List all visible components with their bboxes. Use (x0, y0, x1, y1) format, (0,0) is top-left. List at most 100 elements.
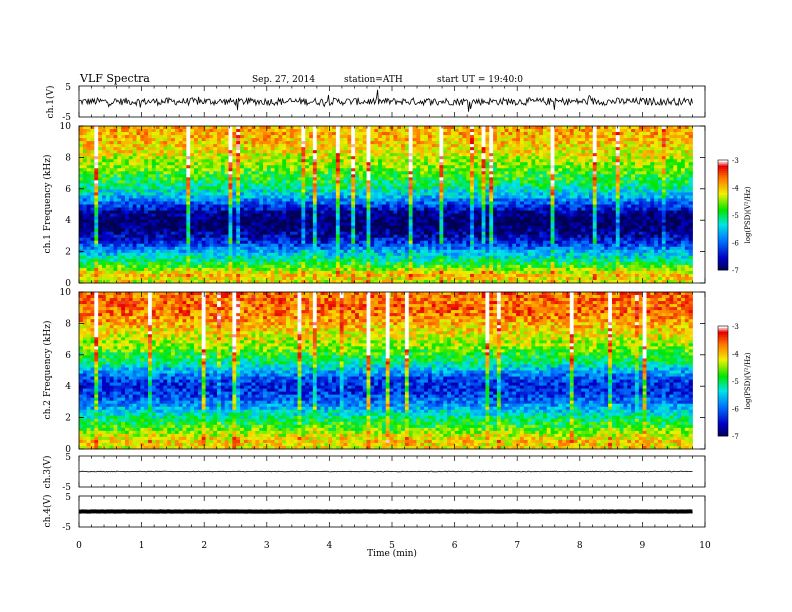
spectrogram-cell (351, 159, 356, 163)
spectrogram-cell (554, 144, 559, 148)
spectrogram-cell (627, 213, 632, 217)
spectrogram-cell (443, 210, 448, 214)
spectrogram-cell (447, 165, 452, 169)
spectrogram-cell (381, 171, 387, 175)
spectrogram-cell (186, 201, 191, 205)
spectrogram-cell (585, 168, 590, 172)
spectrogram-cell (370, 141, 375, 145)
spectrogram-cell (642, 156, 647, 160)
spectrogram-cell (109, 213, 114, 217)
spectrogram-cell (431, 147, 436, 151)
spectrogram-cell (224, 186, 229, 190)
spectrogram-cell (121, 129, 126, 133)
spectrogram-cell (473, 192, 479, 196)
spectrogram-cell (320, 207, 325, 211)
spectrogram-cell (301, 210, 306, 214)
spectrogram-cell (646, 162, 651, 166)
spectrogram-cell (121, 168, 126, 172)
spectrogram-cell (167, 168, 172, 172)
spectrogram-cell (98, 192, 103, 196)
spectrogram-cell (546, 135, 552, 139)
spectrogram-cell (251, 213, 256, 217)
spectrogram-cell (680, 168, 686, 172)
spectrogram-cell (374, 165, 379, 169)
spectrogram-cell (542, 171, 548, 175)
spectrogram-cell (650, 177, 655, 181)
spectrogram-cell (435, 186, 440, 190)
spectrogram-cell (673, 126, 678, 130)
spectrogram-cell (182, 189, 187, 193)
spectrogram-cell (450, 174, 456, 178)
spectrogram-cell (401, 162, 406, 166)
spectrogram-cell (558, 162, 563, 166)
spectrogram-cell (362, 126, 367, 130)
spectrogram-cell (232, 201, 237, 205)
spectrogram-cell (531, 180, 536, 184)
spectrogram-cell (542, 201, 548, 205)
spectrogram-cell (324, 198, 329, 202)
spectrogram-cell (381, 216, 387, 220)
spectrogram-cell (611, 156, 617, 160)
spectrogram-cell (408, 165, 413, 169)
spectrogram-cell (220, 159, 226, 163)
spectrogram-cell (140, 159, 145, 163)
spectrogram-cell (316, 186, 321, 190)
ch1-waveform-ylabel: ch.1(V) (45, 86, 56, 119)
spectrogram-cell (611, 195, 617, 199)
spectrogram-cell (86, 183, 91, 187)
spectrogram-cell (358, 153, 364, 157)
spectrogram-cell (539, 162, 544, 166)
spectrogram-cell (240, 159, 245, 163)
spectrogram-cell (450, 147, 456, 151)
spectrogram-cell (427, 207, 433, 211)
spectrogram-cell (163, 204, 168, 208)
spectrogram-cell (669, 183, 674, 187)
spectrogram-cell (293, 174, 298, 178)
spectrogram-cell (401, 135, 406, 139)
spectrogram-cell (274, 135, 279, 139)
spectrogram-cell (458, 141, 463, 145)
spectrogram-cell (305, 201, 310, 205)
spectrogram-cell (450, 159, 456, 163)
spectrogram-cell (263, 201, 268, 205)
spectrogram-cell (209, 180, 214, 184)
spectrogram-cell (236, 135, 241, 139)
spectrogram-cell (569, 165, 575, 169)
spectrogram-cell (592, 162, 598, 166)
spectrogram-cell (309, 153, 314, 157)
spectrogram-cell (366, 216, 371, 220)
spectrogram-cell (677, 189, 682, 193)
spectrogram-cell (358, 201, 364, 205)
spectrogram-cell (205, 132, 210, 136)
spectrogram-cell (470, 207, 475, 211)
spectrogram-cell (600, 204, 605, 208)
spectrogram-cell (485, 195, 490, 199)
spectrogram-cell (565, 210, 571, 214)
spectrogram-cell (627, 135, 632, 139)
spectrogram-cell (577, 165, 582, 169)
spectrogram-cell (324, 201, 329, 205)
spectrogram-cell (669, 153, 674, 157)
spectrogram-cell (316, 207, 321, 211)
spectrogram-cell (339, 129, 344, 133)
spectrogram-cell (278, 132, 283, 136)
spectrogram-cell (650, 153, 655, 157)
spectrogram-cell (470, 168, 475, 172)
spectrogram-cell (105, 165, 111, 169)
spectrogram-cell (500, 195, 505, 199)
spectrogram-cell (374, 183, 379, 187)
spectrogram-cell (412, 168, 417, 172)
spectrogram-cell (358, 189, 364, 193)
spectrogram-cell (171, 180, 176, 184)
spectrogram-cell (94, 189, 99, 193)
spectrogram-cell (500, 153, 505, 157)
spectrogram-cell (224, 129, 229, 133)
spectrogram-cell (374, 162, 379, 166)
spectrogram-cell (335, 129, 341, 133)
spectrogram-cell (358, 156, 364, 160)
spectrogram-cell (385, 210, 390, 214)
spectrogram-cell (102, 195, 107, 199)
spectrogram-cell (454, 132, 459, 136)
spectrogram-cell (186, 174, 191, 178)
spectrogram-cell (270, 198, 275, 202)
